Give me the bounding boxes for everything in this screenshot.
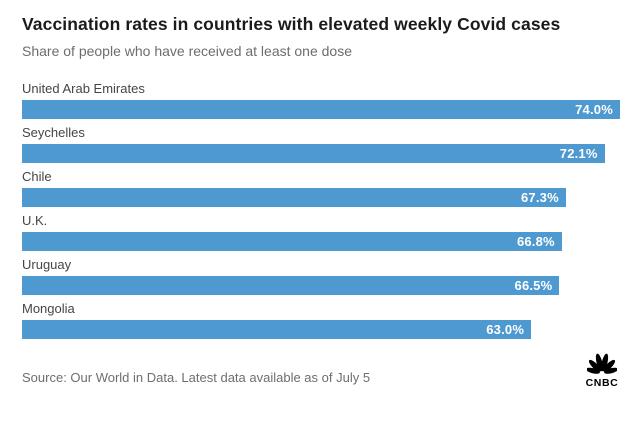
bar-value-label: 67.3%: [520, 190, 559, 206]
bar-value-label: 66.8%: [516, 234, 555, 250]
bar-value-label: 74.0%: [575, 102, 613, 118]
cnbc-logo: CNBC: [582, 352, 622, 389]
bar-row: Chile 67.3%: [22, 169, 620, 208]
bar: 74.0%: [22, 100, 620, 120]
country-label: Mongolia: [22, 301, 75, 317]
bar: 66.8%: [22, 232, 562, 252]
chart-footer: Source: Our World in Data. Latest data a…: [22, 352, 622, 389]
bar: 67.3%: [22, 188, 566, 208]
chart-title: Vaccination rates in countries with elev…: [22, 14, 561, 34]
country-label: U.K.: [22, 213, 48, 229]
country-label: United Arab Emirates: [22, 81, 145, 97]
bar-row: U.K. 66.8%: [22, 213, 620, 252]
bar: 72.1%: [22, 144, 605, 164]
bar-value-label: 63.0%: [486, 322, 525, 338]
cnbc-peacock-icon: [587, 353, 617, 374]
country-label: Seychelles: [22, 125, 85, 141]
bar-value-label: 72.1%: [559, 146, 598, 162]
bar-row: Seychelles 72.1%: [22, 125, 620, 164]
source-note: Source: Our World in Data. Latest data a…: [22, 370, 371, 385]
country-label: Chile: [22, 169, 52, 185]
bar-row: United Arab Emirates 74.0%: [22, 81, 620, 120]
bar-value-label: 66.5%: [514, 278, 553, 294]
bar-row: Mongolia 63.0%: [22, 301, 620, 340]
country-label: Uruguay: [22, 257, 72, 273]
bar-row: Uruguay 66.5%: [22, 257, 620, 296]
cnbc-logo-text: CNBC: [585, 377, 619, 389]
chart-subtitle: Share of people who have received at lea…: [22, 42, 353, 59]
bar: 63.0%: [22, 320, 532, 340]
bar-chart: United Arab Emirates 74.0% Seychelles 72…: [22, 81, 620, 340]
bar: 66.5%: [22, 276, 560, 296]
